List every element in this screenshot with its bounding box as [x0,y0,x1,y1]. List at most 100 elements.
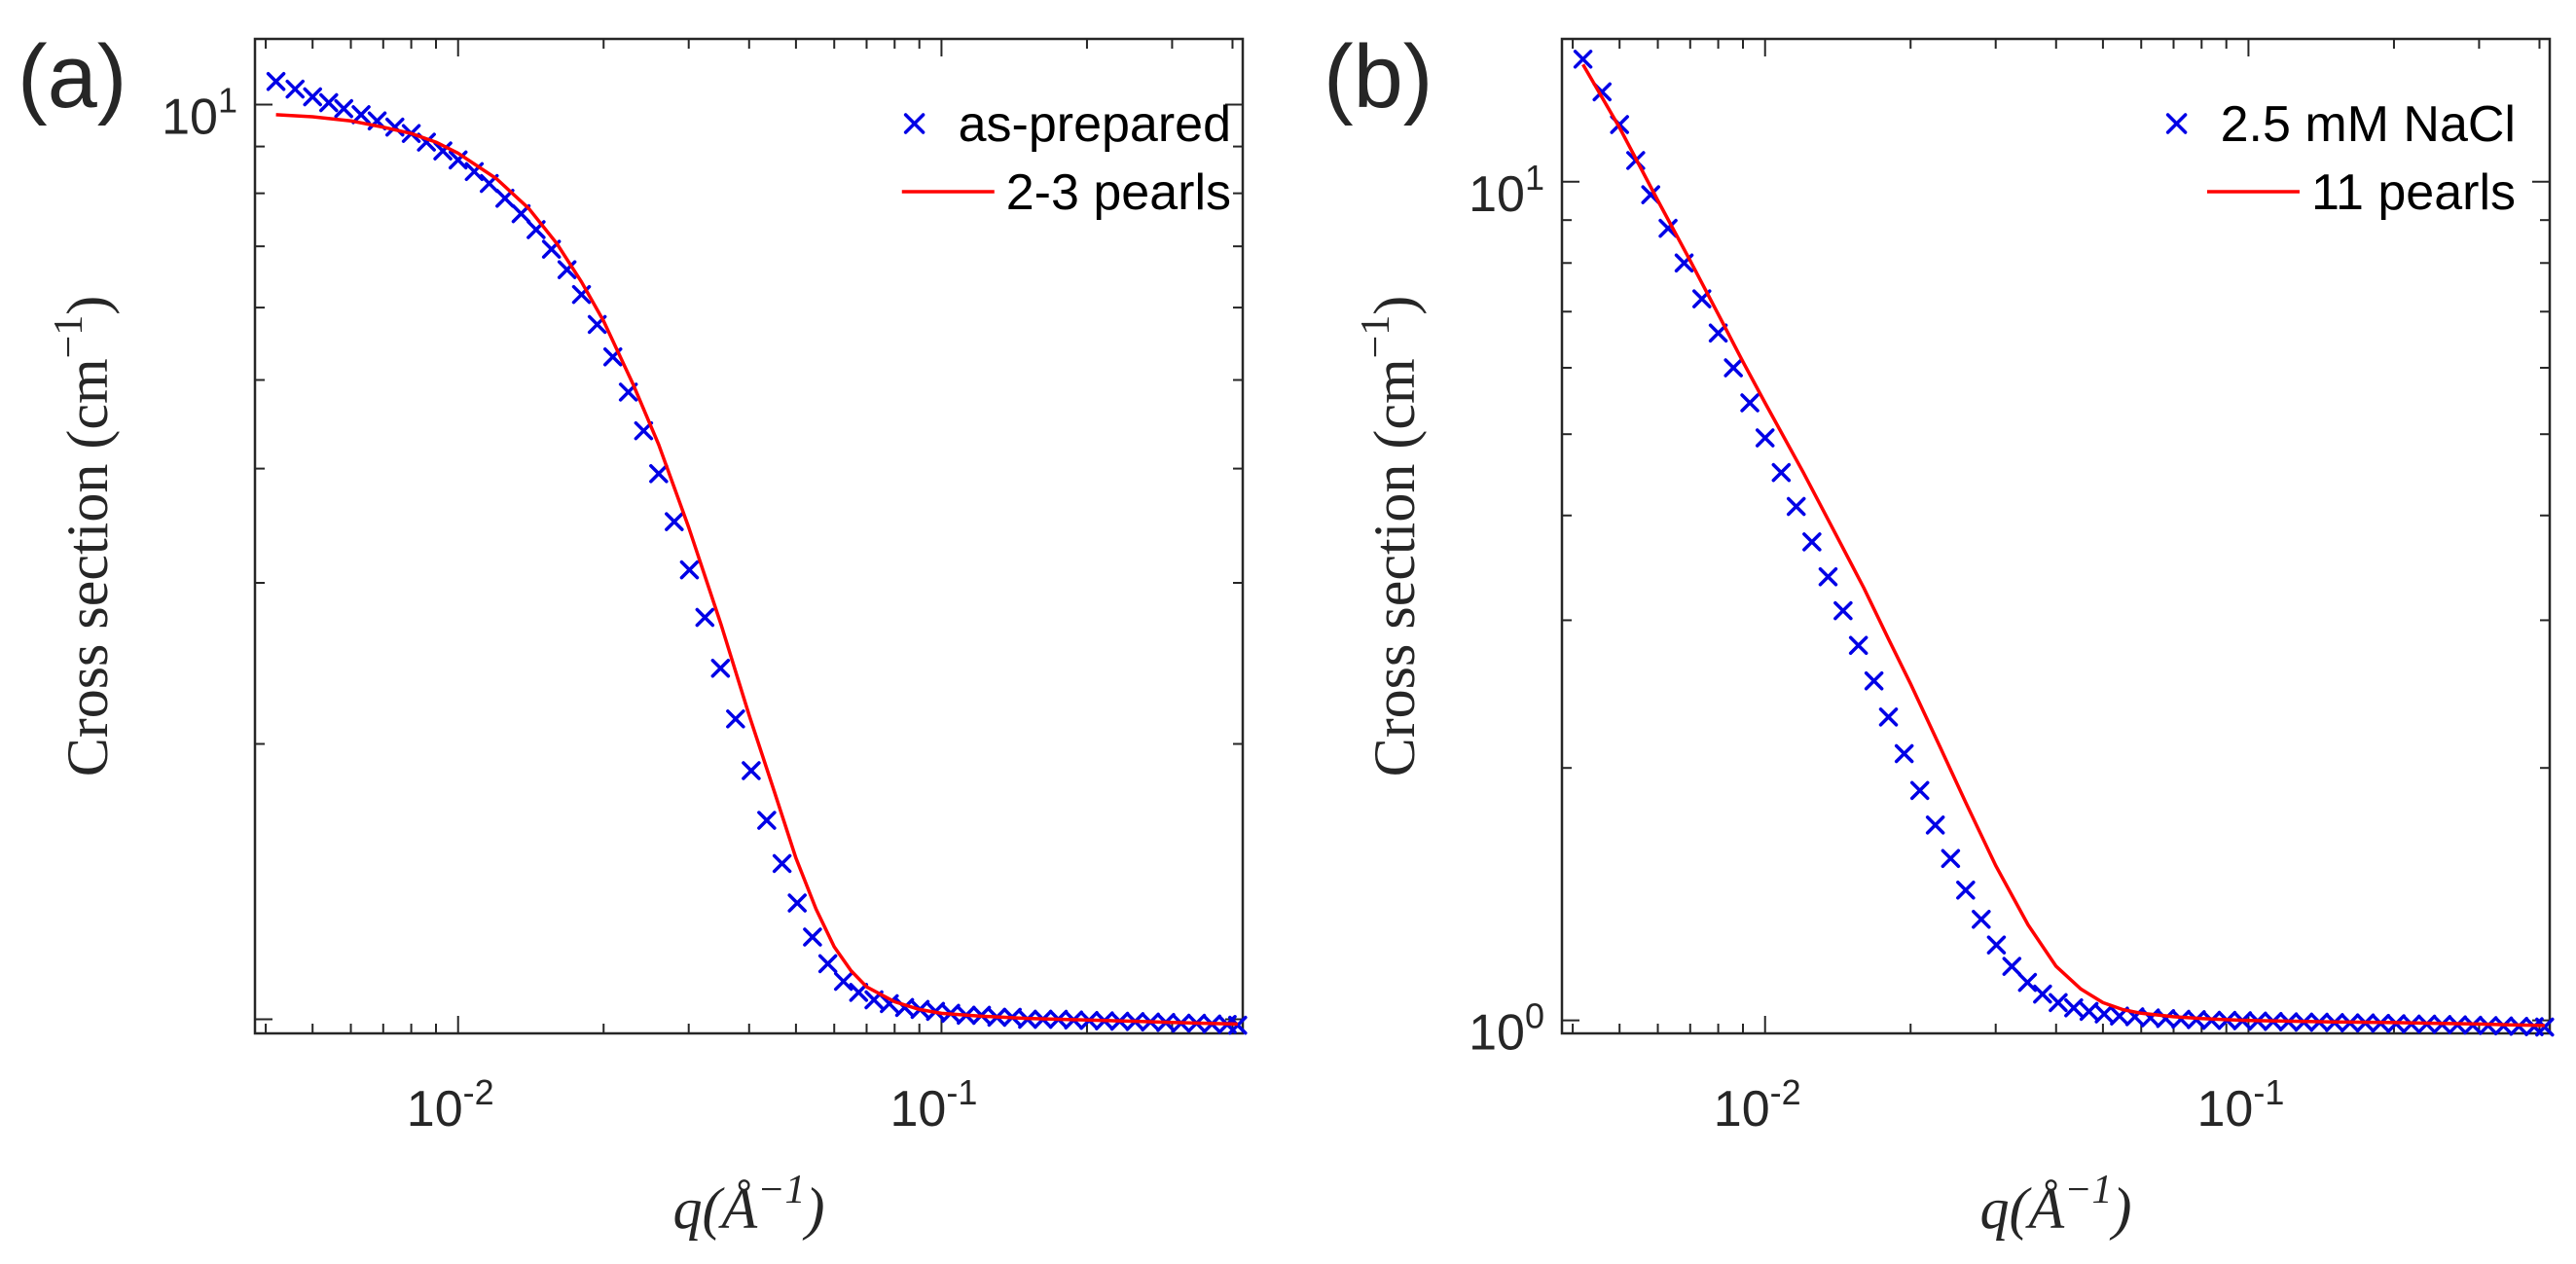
x-axis-label-sup: −1 [2064,1168,2112,1212]
x-axis-label-close: ) [2110,1176,2132,1241]
tick-base: 10 [1469,166,1525,223]
axes-box [1560,37,2552,1035]
y-tick-label: 100 [1469,996,1544,1062]
data-point [1864,670,1884,691]
x-axis-label: q(Å−1) [673,1168,825,1241]
data-point [803,927,822,947]
data-point [817,954,838,974]
data-point [1972,909,1991,929]
legend: as-prepared 2-3 pearls [901,96,1231,221]
data-point [1771,462,1792,483]
data-point [726,709,745,729]
data-point [1941,849,1961,868]
data-point [1573,50,1593,69]
y-axis-label: Cross section (cm−1) [1354,296,1427,777]
data-point [1786,496,1806,517]
legend-marker-scatter [2165,113,2188,134]
tick-base: 10 [2196,1081,2253,1138]
data-point [303,87,322,107]
data-point [266,72,286,91]
tick-base: 10 [407,1081,463,1138]
x-tick-label: 10-2 [1714,1072,1801,1138]
tick-base: 10 [1469,1005,1525,1062]
x-axis-label-main: q(Å [673,1176,758,1241]
data-point [679,560,700,580]
fit-line [1581,63,2545,1028]
legend-label-scatter: as-prepared [959,96,1231,153]
data-point [1818,567,1838,587]
data-point [351,105,371,125]
data-point [1723,358,1743,378]
data-point [849,983,869,1002]
data-point [2535,1017,2555,1037]
x-axis-label-main: q(Å [1980,1176,2065,1241]
data-point [433,141,453,161]
tick-base: 10 [889,1081,946,1138]
y-axis-label-main: Cross section (cm [1362,358,1427,776]
y-tick-label: 101 [1469,158,1544,223]
y-axis-label-close: ) [1362,296,1427,315]
data-point [1909,780,1930,801]
tick-exponent: -2 [463,1072,494,1112]
x-axis-label: q(Å−1) [1980,1168,2132,1241]
x-axis-label-sup: −1 [757,1168,805,1212]
legend-label-line: 11 pearls [2311,164,2516,221]
data-point [880,993,899,1014]
axes-box [253,37,1245,1035]
data-point [1956,881,1976,900]
data-point [710,658,731,678]
tick-exponent: -2 [1770,1072,1801,1112]
data-point [757,811,777,830]
data-point [742,761,761,780]
tick-exponent: 1 [1525,158,1544,198]
tick-base: 10 [162,90,218,146]
tick-exponent: -1 [2253,1072,2284,1112]
panel-label: (b) [1324,27,1433,126]
data-point [2171,1009,2191,1029]
x-tick-label: 10-1 [889,1072,977,1138]
y-axis-label: Cross section (cm−1) [47,296,120,777]
data-point [2033,984,2052,1004]
data-point [2017,972,2038,993]
data-point [2156,1009,2176,1029]
data-point [2094,1004,2114,1024]
data-point [1986,935,2007,955]
y-axis-label-main: Cross section (cm [55,358,120,776]
x-tick-label: 10-1 [2196,1072,2284,1138]
data-point [1894,743,1914,764]
legend-marker-scatter [903,113,925,134]
data-point [1755,428,1775,448]
tick-exponent: -1 [946,1072,977,1112]
data-point [319,92,339,113]
y-axis-label-sup: −1 [47,315,91,359]
data-point [1925,815,1945,835]
tick-base: 10 [1714,1081,1770,1138]
legend: 2.5 mM NaCl 11 pearls [2165,96,2516,221]
data-point [1833,600,1853,621]
data-point [1708,323,1728,343]
panel-label: (a) [18,27,127,126]
legend-label-line: 2-3 pearls [1006,164,1231,221]
data-point [1740,393,1760,413]
data-point [1228,1015,1248,1035]
y-tick-label: 101 [162,81,237,146]
data-point [1878,707,1899,727]
data-point [833,971,853,992]
legend-label-scatter: 2.5 mM NaCl [2221,96,2516,153]
data-point [2049,993,2068,1013]
y-axis-label-close: ) [55,296,120,315]
data-point [2079,1001,2099,1022]
data-point [787,893,807,913]
y-axis-label-sup: −1 [1354,315,1398,359]
x-tick-label: 10-2 [407,1072,494,1138]
data-point [1802,532,1822,552]
data-point [1848,635,1869,656]
data-point [2002,957,2022,976]
tick-exponent: 0 [1525,996,1544,1036]
data-point [772,853,792,874]
data-point [695,607,715,628]
data-point [1658,218,1678,238]
